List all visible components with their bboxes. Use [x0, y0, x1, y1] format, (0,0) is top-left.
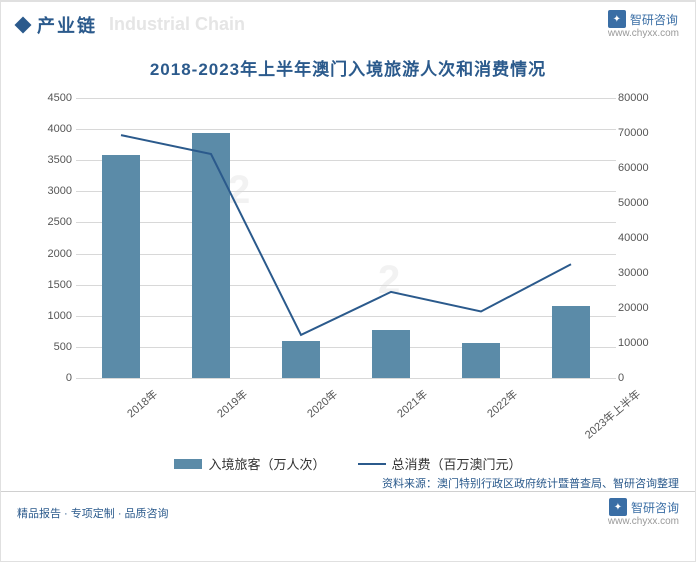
y-left-tick: 500 [38, 341, 72, 353]
bar [552, 306, 590, 378]
x-tick-label: 2023年上半年 [581, 386, 644, 442]
y-right-tick: 40000 [618, 232, 658, 244]
logo-url: www.chyxx.com [608, 28, 679, 39]
legend-bar-swatch [174, 459, 202, 469]
legend-bar-label: 入境旅客（万人次） [208, 454, 325, 473]
y-right-tick: 20000 [618, 302, 658, 314]
y-left-tick: 4000 [38, 123, 72, 135]
y-right-tick: 60000 [618, 162, 658, 174]
legend-line-swatch [358, 463, 386, 465]
y-left-tick: 0 [38, 372, 72, 384]
x-tick-label: 2020年 [303, 386, 340, 421]
header-logo: ✦ 智研咨询 www.chyxx.com [608, 10, 679, 39]
source-text: 资料来源：澳门特别行政区政府统计暨普查局、智研咨询整理 [1, 473, 695, 491]
chart-area: 2 2 050010001500200025003000350040004500… [28, 88, 668, 448]
ghost-label: Industrial Chain [109, 14, 245, 35]
footer-url: www.chyxx.com [608, 516, 679, 527]
diamond-icon [15, 16, 32, 33]
legend-line-item: 总消费（百万澳门元） [358, 454, 522, 473]
legend-line-label: 总消费（百万澳门元） [392, 454, 522, 473]
footer-left: 精品报告 · 专项定制 · 品质咨询 [17, 505, 169, 521]
x-tick-label: 2018年 [123, 386, 160, 421]
bars [76, 98, 616, 378]
y-left-tick: 2000 [38, 248, 72, 260]
x-tick-label: 2019年 [213, 386, 250, 421]
y-left-tick: 1000 [38, 310, 72, 322]
y-right-tick: 10000 [618, 337, 658, 349]
logo-icon: ✦ [608, 10, 626, 28]
y-right-tick: 30000 [618, 267, 658, 279]
legend: 入境旅客（万人次） 总消费（百万澳门元） [1, 454, 695, 473]
y-right-tick: 50000 [618, 197, 658, 209]
bar [282, 341, 320, 378]
bar [372, 330, 410, 378]
footer-logo: 智研咨询 [631, 499, 679, 516]
header-left: 产业链 Industrial Chain [17, 12, 245, 38]
chart-title: 2018-2023年上半年澳门入境旅游人次和消费情况 [1, 55, 695, 80]
section-label: 产业链 [37, 12, 97, 38]
logo-name: 智研咨询 [630, 11, 678, 28]
x-tick-label: 2021年 [393, 386, 430, 421]
footer-logo-box: ✦ 智研咨询 www.chyxx.com [608, 498, 679, 527]
bar [192, 133, 230, 378]
legend-bar-item: 入境旅客（万人次） [174, 454, 325, 473]
y-right-tick: 0 [618, 372, 658, 384]
bar [102, 155, 140, 378]
logo-icon: ✦ [609, 498, 627, 516]
y-left-tick: 3000 [38, 185, 72, 197]
y-right-tick: 70000 [618, 127, 658, 139]
y-right-tick: 80000 [618, 92, 658, 104]
y-left-tick: 4500 [38, 92, 72, 104]
y-left-tick: 2500 [38, 216, 72, 228]
bar [462, 343, 500, 378]
footer: 精品报告 · 专项定制 · 品质咨询 ✦ 智研咨询 www.chyxx.com [1, 491, 695, 531]
gridline [76, 378, 616, 379]
header: 产业链 Industrial Chain ✦ 智研咨询 www.chyxx.co… [1, 1, 695, 43]
x-tick-label: 2022年 [483, 386, 520, 421]
y-left-tick: 3500 [38, 154, 72, 166]
y-left-tick: 1500 [38, 279, 72, 291]
